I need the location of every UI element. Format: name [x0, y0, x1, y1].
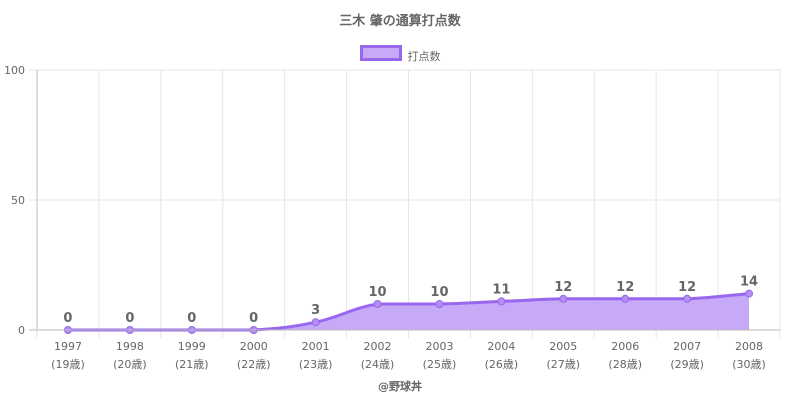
x-tick-label: 2003 — [425, 340, 453, 353]
x-tick-label: 2000 — [240, 340, 268, 353]
y-tick-label: 50 — [11, 194, 25, 207]
labels-layer: 0 0 0 0 3 10 10 11 12 12 12 14 — [63, 275, 758, 326]
x-tick-label: 1997 — [54, 340, 82, 353]
y-tick-label: 0 — [18, 324, 25, 337]
x-tick-age-label: (25歳) — [423, 358, 457, 371]
x-tick-label: 2001 — [302, 340, 330, 353]
data-label: 12 — [554, 280, 572, 295]
x-tick-age-label: (29歳) — [670, 358, 704, 371]
x-tick-label: 2008 — [735, 340, 763, 353]
data-label: 0 — [63, 311, 72, 326]
data-point — [435, 300, 444, 308]
x-tick-label: 2004 — [487, 340, 515, 353]
data-point — [559, 294, 568, 303]
data-label: 11 — [492, 282, 510, 297]
chart-title: 三木 肇の通算打点数 — [339, 14, 461, 29]
legend-label: 打点数 — [407, 50, 441, 63]
data-label: 14 — [740, 275, 758, 290]
data-label: 12 — [678, 280, 696, 295]
x-tick-age-label: (19歳) — [51, 358, 85, 371]
x-tick-age-label: (23歳) — [299, 358, 333, 371]
x-tick-age-label: (24歳) — [361, 358, 395, 371]
legend[interactable]: 打点数 — [0, 45, 800, 64]
x-tick-age-label: (28歳) — [608, 358, 642, 371]
data-label: 10 — [430, 285, 448, 300]
x-tick-label: 2006 — [611, 340, 639, 353]
data-label: 0 — [249, 311, 258, 326]
series-area — [67, 293, 750, 330]
data-point — [745, 289, 754, 298]
y-tick-label: 100 — [4, 64, 25, 77]
legend-swatch — [359, 45, 402, 61]
data-point — [621, 294, 630, 303]
credit-text: @野球丼 — [378, 380, 422, 393]
x-tick-age-label: (26歳) — [485, 358, 519, 371]
x-tick-label: 1999 — [178, 340, 206, 353]
x-tick-label: 1998 — [116, 340, 144, 353]
data-point — [683, 294, 692, 303]
x-tick-label: 2005 — [549, 340, 577, 353]
x-tick-age-label: (22歳) — [237, 358, 271, 371]
data-point — [311, 318, 320, 327]
data-point — [497, 297, 506, 306]
data-label: 0 — [125, 311, 134, 326]
data-label: 10 — [368, 285, 386, 300]
data-point — [373, 300, 382, 308]
x-tick-age-label: (30歳) — [732, 358, 766, 371]
data-label: 0 — [187, 311, 196, 326]
x-tick-label: 2007 — [673, 340, 701, 353]
x-tick-label: 2002 — [364, 340, 392, 353]
x-tick-age-label: (27歳) — [546, 358, 580, 371]
x-tick-age-label: (20歳) — [113, 358, 147, 371]
data-label: 12 — [616, 280, 634, 295]
axis-layer: 0501001997(19歳)1998(20歳)1999(21歳)2000(22… — [4, 64, 780, 371]
data-label: 3 — [311, 303, 320, 318]
x-tick-age-label: (21歳) — [175, 358, 209, 371]
